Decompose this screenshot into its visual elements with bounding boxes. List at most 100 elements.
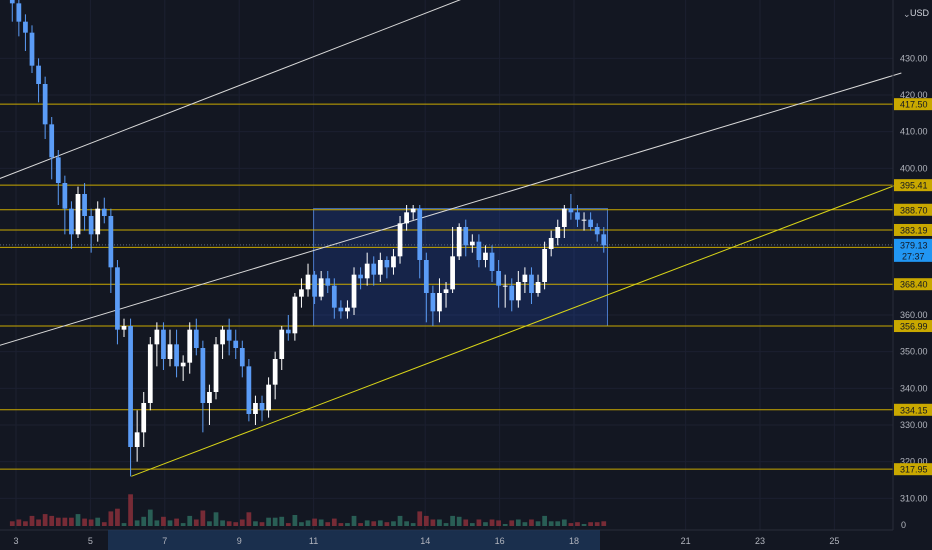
volume-bar bbox=[377, 520, 383, 526]
price-level-tag-text: 368.40 bbox=[900, 280, 928, 290]
volume-bar bbox=[180, 523, 186, 526]
candle-body bbox=[187, 329, 193, 363]
volume-bar bbox=[364, 520, 370, 526]
volume-bar bbox=[42, 514, 48, 526]
candle-body bbox=[75, 194, 81, 235]
candle-body bbox=[515, 282, 521, 301]
candle-body bbox=[29, 32, 35, 66]
candle-body bbox=[299, 289, 304, 297]
time-tick-label: 5 bbox=[88, 536, 93, 546]
volume-bar bbox=[141, 516, 147, 526]
candle-body bbox=[338, 307, 344, 312]
volume-bar bbox=[55, 517, 61, 526]
candle-body bbox=[325, 278, 331, 286]
volume-bar bbox=[437, 519, 442, 526]
volume-bar bbox=[29, 515, 35, 526]
volume-bar bbox=[430, 519, 436, 526]
volume-bar bbox=[417, 511, 423, 526]
volume-bar bbox=[594, 522, 600, 526]
volume-bar bbox=[62, 517, 68, 526]
candle-body bbox=[318, 278, 324, 297]
last-price-tag bbox=[894, 238, 932, 262]
candle-body bbox=[443, 289, 449, 293]
candle-body bbox=[305, 274, 311, 290]
volume-bar bbox=[266, 517, 271, 526]
volume-bar bbox=[88, 519, 94, 526]
volume-bar bbox=[253, 521, 258, 526]
candle-body bbox=[371, 263, 377, 275]
volume-bar bbox=[338, 523, 344, 526]
candle-body bbox=[430, 293, 436, 312]
volume-bar bbox=[515, 519, 521, 526]
candle-body bbox=[509, 285, 515, 301]
candle-body bbox=[331, 285, 337, 308]
volume-bar bbox=[200, 510, 206, 526]
volume-bar bbox=[397, 515, 403, 526]
candle-body bbox=[285, 329, 291, 334]
currency-selector[interactable]: ⌄ USD bbox=[903, 8, 930, 19]
volume-bar bbox=[220, 520, 225, 526]
price-axis-ticks: 310.00 320.00 330.00 340.00 350.00 360.00 400.… bbox=[900, 53, 928, 503]
candle-body bbox=[384, 260, 390, 268]
volume-bar bbox=[581, 524, 587, 526]
candle-body bbox=[233, 340, 239, 348]
time-axis-selection bbox=[108, 530, 600, 550]
candle-body bbox=[476, 241, 482, 260]
price-tick-label: 320.00 bbox=[900, 457, 928, 467]
candle-body bbox=[437, 293, 442, 312]
candle-body bbox=[417, 208, 423, 260]
trend-line[interactable] bbox=[0, 72, 902, 352]
candle-body bbox=[95, 208, 101, 235]
volume-bar bbox=[279, 516, 285, 526]
volume-bar bbox=[384, 522, 390, 526]
volume-axis-label: 0 bbox=[901, 520, 906, 530]
candle-body bbox=[391, 256, 396, 268]
candle-body bbox=[358, 274, 363, 279]
candle-body bbox=[220, 329, 225, 345]
price-level-tag-text: 417.50 bbox=[900, 100, 928, 110]
candle-body bbox=[213, 344, 219, 392]
trend-lines bbox=[0, 0, 902, 477]
candle-body bbox=[174, 344, 179, 367]
volume-bar bbox=[128, 494, 133, 526]
candle-body bbox=[469, 241, 475, 246]
candle-body bbox=[154, 329, 160, 345]
volume-bar bbox=[463, 519, 469, 526]
candle-body bbox=[575, 212, 580, 220]
candle-body bbox=[529, 274, 534, 293]
candle-body bbox=[42, 84, 48, 125]
volume-bar bbox=[239, 519, 245, 526]
volume-bar bbox=[187, 515, 193, 526]
time-tick-label: 21 bbox=[681, 536, 691, 546]
trend-line[interactable] bbox=[131, 182, 902, 477]
candle-body bbox=[266, 384, 271, 411]
price-level-tag bbox=[894, 403, 932, 416]
volume-bar bbox=[489, 519, 495, 526]
volume-bar bbox=[588, 522, 593, 526]
candle-body bbox=[161, 329, 166, 359]
candle-body bbox=[483, 252, 488, 260]
volume-bar bbox=[108, 511, 114, 526]
trend-line[interactable] bbox=[0, 0, 593, 187]
candle-body bbox=[23, 21, 28, 33]
volume-bar bbox=[9, 521, 15, 526]
volume-bar bbox=[502, 524, 508, 526]
volume-bar bbox=[285, 523, 291, 526]
candle-body bbox=[121, 326, 127, 330]
candle-body bbox=[253, 403, 258, 414]
volume-bar bbox=[226, 521, 232, 526]
volume-bar bbox=[351, 515, 357, 526]
candle-body bbox=[180, 362, 186, 367]
candle-body bbox=[55, 157, 61, 183]
candle-body bbox=[522, 274, 528, 282]
candle-body bbox=[463, 227, 469, 246]
volume-bar bbox=[134, 520, 140, 526]
price-level-tag bbox=[894, 223, 932, 236]
time-tick-label: 9 bbox=[237, 536, 242, 546]
candle-body bbox=[226, 329, 232, 341]
candle-body bbox=[167, 344, 173, 359]
volume-bar bbox=[371, 521, 377, 526]
volume-bar bbox=[49, 515, 55, 526]
